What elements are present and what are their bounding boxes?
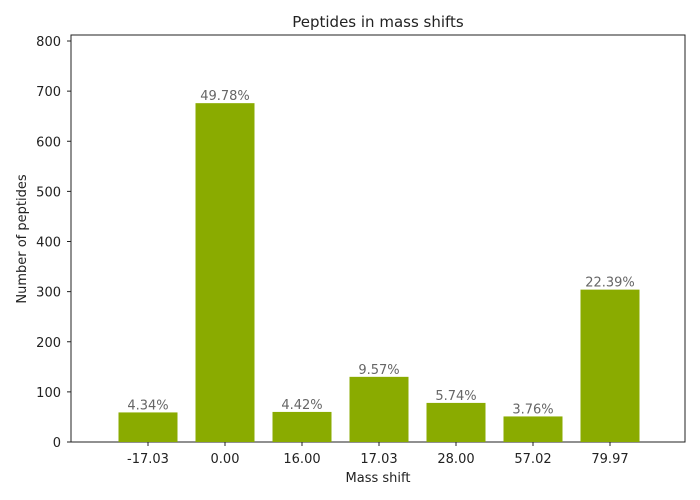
y-tick-label: 800 <box>36 35 61 50</box>
y-tick-label: 200 <box>36 336 61 351</box>
bar <box>195 103 255 443</box>
bar-value-label: 3.76% <box>512 402 553 417</box>
x-tick-label: 28.00 <box>437 452 474 467</box>
x-tick-label: 0.00 <box>211 452 240 467</box>
bar-value-label: 49.78% <box>200 89 250 104</box>
y-tick-label: 500 <box>36 185 61 200</box>
y-tick-label: 600 <box>36 135 61 150</box>
x-axis-ticks: -17.03 0.00 16.00 17.03 28.00 57.02 79.97 <box>127 442 629 467</box>
y-tick-label: 100 <box>36 386 61 401</box>
bar <box>349 376 409 442</box>
bar-value-label: 4.34% <box>127 398 168 413</box>
x-tick-label: 79.97 <box>591 452 628 467</box>
x-tick-label: 17.03 <box>360 452 397 467</box>
y-tick-label: 700 <box>36 85 61 100</box>
bar <box>118 412 178 442</box>
bars <box>118 103 640 443</box>
x-tick-label: -17.03 <box>127 452 169 467</box>
bar-value-labels: 4.34% 49.78% 4.42% 9.57% 5.74% 3.76% 22.39% <box>127 89 634 417</box>
bar <box>426 402 486 442</box>
bar-value-label: 5.74% <box>435 389 476 404</box>
x-tick-label: 57.02 <box>514 452 551 467</box>
bar-value-label: 4.42% <box>281 398 322 413</box>
y-tick-label: 0 <box>53 436 61 451</box>
bar <box>580 289 640 442</box>
x-axis-label: Mass shift <box>346 471 411 486</box>
y-tick-label: 300 <box>36 286 61 301</box>
bar <box>503 416 563 442</box>
bar-value-label: 22.39% <box>585 276 635 291</box>
bar <box>272 411 332 442</box>
chart-title: Peptides in mass shifts <box>292 13 464 31</box>
y-tick-label: 400 <box>36 236 61 251</box>
x-tick-label: 16.00 <box>283 452 320 467</box>
bar-value-label: 9.57% <box>358 363 399 378</box>
y-axis-ticks: 0 100 200 300 400 500 600 700 800 <box>36 35 71 451</box>
y-axis-label: Number of peptides <box>15 174 30 303</box>
